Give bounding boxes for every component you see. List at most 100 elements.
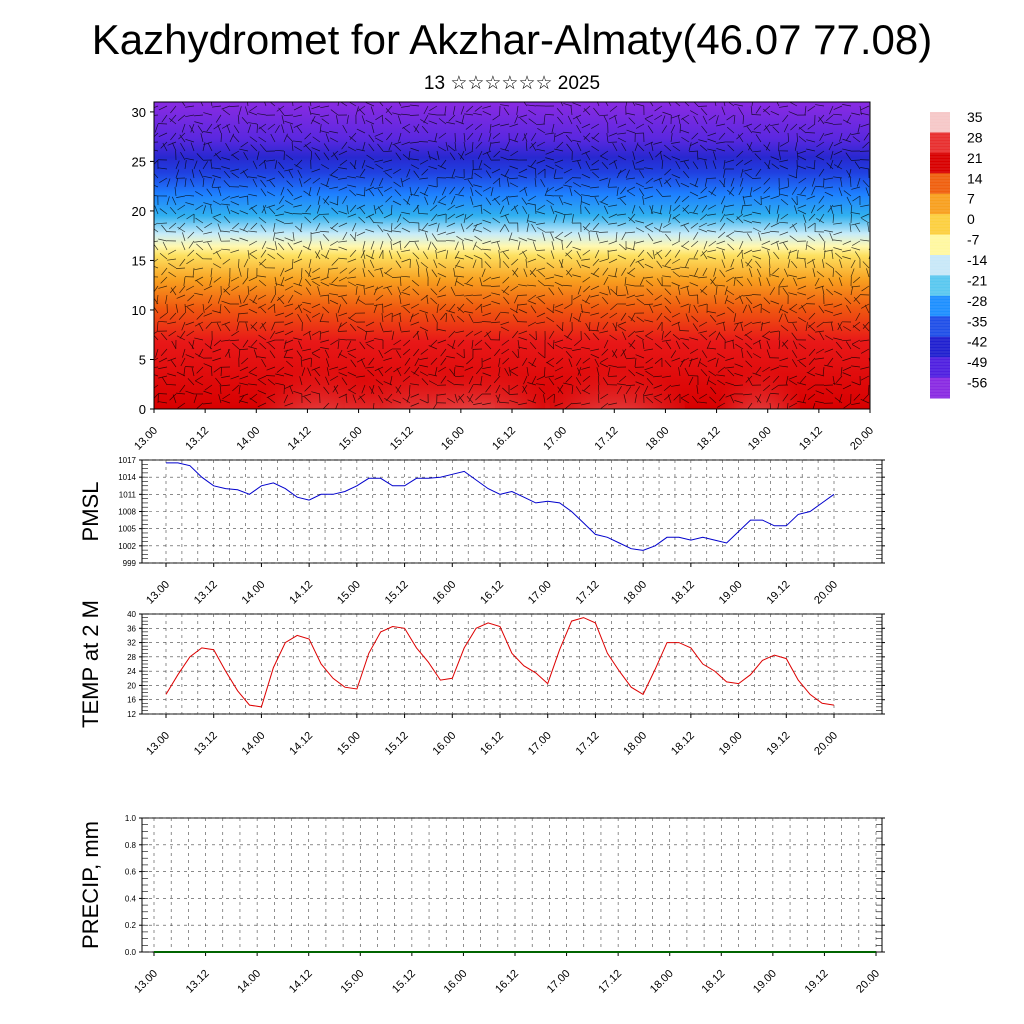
wind-barb <box>805 322 808 332</box>
wind-barb <box>365 285 375 289</box>
wind-barb <box>721 204 726 214</box>
wind-barb <box>706 177 717 179</box>
wind-barb <box>194 337 204 341</box>
wind-barb <box>409 222 420 224</box>
wind-barb <box>807 258 816 264</box>
wind-barb <box>340 102 348 107</box>
wind-barb <box>207 294 213 304</box>
wind-barb <box>364 330 375 332</box>
wind-barb <box>758 277 762 287</box>
wind-barb <box>826 162 834 170</box>
wind-barb <box>425 331 429 341</box>
wind-barb <box>626 231 636 234</box>
wind-barb <box>787 177 790 187</box>
wind-barb <box>806 195 816 200</box>
wind-barb <box>609 312 618 319</box>
wind-barb <box>797 150 807 155</box>
wind-barb <box>388 141 393 151</box>
wind-barb <box>583 108 591 116</box>
wind-barb <box>735 343 744 350</box>
wind-barb <box>550 250 555 260</box>
wind-barb <box>206 123 213 132</box>
wind-barb <box>752 131 762 134</box>
wind-barb <box>454 277 458 287</box>
wind-barb <box>518 346 528 350</box>
wind-barb <box>258 279 267 287</box>
wind-barb <box>546 199 555 206</box>
wind-barb <box>519 186 528 193</box>
wind-barb <box>329 174 339 179</box>
wind-barb <box>680 159 690 163</box>
warm-area-2 <box>430 339 550 409</box>
wind-barb <box>245 322 249 332</box>
wind-barb <box>681 195 690 203</box>
wind-barb <box>206 188 213 197</box>
wind-barb <box>726 235 735 242</box>
wind-barb <box>615 321 618 331</box>
wind-barb <box>260 224 267 233</box>
wind-barb <box>700 108 708 116</box>
wind-barb <box>536 148 546 152</box>
wind-barb <box>576 142 582 152</box>
wind-barb <box>346 115 349 125</box>
wind-barb <box>223 215 231 224</box>
wind-barb <box>583 132 591 140</box>
wind-barb <box>347 281 357 287</box>
wind-barb <box>323 152 330 161</box>
wind-barb <box>734 321 744 325</box>
wind-barb <box>727 306 735 314</box>
wind-barb <box>622 349 627 359</box>
wind-barb <box>428 373 438 377</box>
wind-barb <box>626 247 636 251</box>
wind-barb <box>299 178 303 188</box>
wind-barb <box>403 198 411 206</box>
wind-barb <box>572 402 582 405</box>
wind-barb <box>608 222 618 225</box>
wind-barb <box>680 275 690 278</box>
wind-barb <box>581 299 591 305</box>
wind-barb <box>212 200 222 206</box>
wind-barb <box>274 240 278 250</box>
wind-barb <box>283 349 288 359</box>
wind-barb <box>824 186 834 189</box>
wind-barb <box>259 306 267 314</box>
wind-barb <box>166 178 171 188</box>
wind-barb <box>582 276 591 283</box>
y-tick-label: 32 <box>127 639 136 648</box>
wind-barb <box>196 402 204 409</box>
wind-barb <box>243 294 249 303</box>
wind-barb <box>154 243 159 251</box>
wind-barb <box>590 272 600 278</box>
wind-barb <box>735 213 744 220</box>
wind-barb <box>680 393 690 399</box>
wind-barb <box>395 260 402 269</box>
wind-barb <box>323 195 330 204</box>
wind-barb <box>154 132 159 138</box>
wind-barb <box>749 186 753 196</box>
wind-barb <box>431 269 438 278</box>
colorbar-swatch <box>930 295 950 317</box>
wind-barb <box>625 386 632 395</box>
wind-barb <box>599 240 609 244</box>
x-tick-label: 15.00 <box>338 968 366 996</box>
wind-barb <box>325 133 330 143</box>
wind-barb <box>513 205 519 215</box>
wind-barb <box>842 256 852 260</box>
wind-barb <box>621 231 627 241</box>
wind-barb <box>455 176 465 179</box>
wind-barb <box>689 150 699 153</box>
x-tick-label: 19.00 <box>751 968 779 996</box>
wind-barb <box>186 258 195 265</box>
wind-barb <box>401 211 411 215</box>
wind-barb <box>692 323 699 332</box>
wind-barb <box>635 240 645 244</box>
wind-barb <box>349 132 357 140</box>
wind-barb <box>582 375 591 382</box>
wind-barb <box>778 150 781 160</box>
wind-barb <box>449 368 456 377</box>
wind-barb <box>645 226 654 233</box>
wind-barb <box>561 321 564 332</box>
wind-barb <box>528 294 537 301</box>
wind-barb <box>224 305 231 314</box>
wind-barb <box>482 357 492 362</box>
